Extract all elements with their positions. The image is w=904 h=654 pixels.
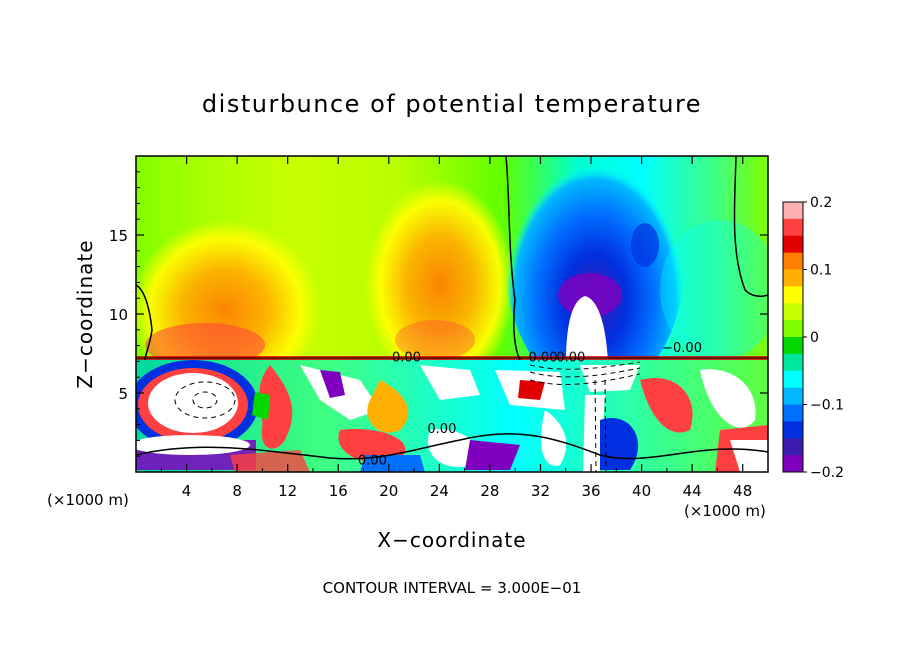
y-tick-label: 15 [109, 227, 128, 245]
colorbar-swatch [783, 202, 803, 220]
contour-label: 0.00 [392, 351, 421, 366]
x-tick-label: 32 [531, 482, 550, 500]
x-tick-label: 16 [329, 482, 348, 500]
contour-label: 0.00 [427, 422, 456, 437]
colorbar-swatch [783, 235, 803, 254]
chart-title: disturbunce of potential temperature [202, 90, 702, 118]
colorbar-swatch [783, 353, 803, 372]
contour-label: 0.00 [556, 351, 585, 366]
x-unit-right: (×1000 m) [684, 502, 766, 520]
x-tick-label: 20 [379, 482, 398, 500]
colorbar-swatch [783, 455, 803, 473]
y-tick-label: 10 [109, 306, 128, 324]
x-tick-label: 28 [480, 482, 499, 500]
contour-label: −0.00 [662, 341, 702, 356]
x-axis-ticks: 4 8 12 16 20 24 28 32 36 40 44 48 [160, 156, 752, 500]
x-tick-label: 44 [683, 482, 702, 500]
colorbar-swatch [783, 269, 803, 287]
colorbar-tick-label: −0.1 [810, 398, 844, 414]
x-tick-label: 12 [278, 482, 297, 500]
x-axis-label: X−coordinate [377, 528, 526, 552]
colorbar-tick-label: 0.1 [810, 263, 832, 279]
colorbar-swatch [783, 303, 803, 321]
y-axis-label: Z−coordinate [73, 239, 97, 388]
x-tick-label: 24 [430, 482, 449, 500]
colorbar-tick-label: 0.2 [810, 195, 832, 211]
y-axis-ticks: 5 10 15 [109, 171, 768, 457]
x-tick-label: 40 [632, 482, 651, 500]
contour-label: 0.00 [529, 351, 558, 366]
colorbar-swatch [783, 387, 803, 405]
contour-interval-note: CONTOUR INTERVAL = 3.000E−01 [323, 579, 582, 597]
heatmap-field [136, 156, 768, 472]
colorbar-tick-label: −0.2 [810, 465, 844, 481]
colorbar-swatch [783, 438, 803, 456]
x-tick-label: 8 [232, 482, 242, 500]
colorbar-swatch [783, 337, 803, 355]
colorbar-ticks: 0.2 0.1 0 −0.1 −0.2 [803, 195, 844, 481]
colorbar-tick-label: 0 [810, 330, 819, 346]
x-tick-label: 4 [182, 482, 192, 500]
colorbar-swatch [783, 370, 803, 389]
y-tick-label: 5 [118, 385, 128, 403]
x-tick-label: 48 [733, 482, 752, 500]
contour-labels: 0.000.000.000.000.00−0.00 [358, 341, 702, 468]
colorbar-swatch [783, 218, 803, 237]
x-tick-label: 36 [581, 482, 600, 500]
x-unit-left: (×1000 m) [47, 491, 129, 509]
colorbar [783, 202, 803, 473]
colorbar-swatch [783, 286, 803, 304]
colorbar-swatch [783, 320, 803, 338]
colorbar-swatch [783, 404, 803, 422]
colorbar-swatch [783, 421, 803, 439]
contour-label: 0.00 [358, 453, 387, 468]
colorbar-swatch [783, 252, 803, 270]
